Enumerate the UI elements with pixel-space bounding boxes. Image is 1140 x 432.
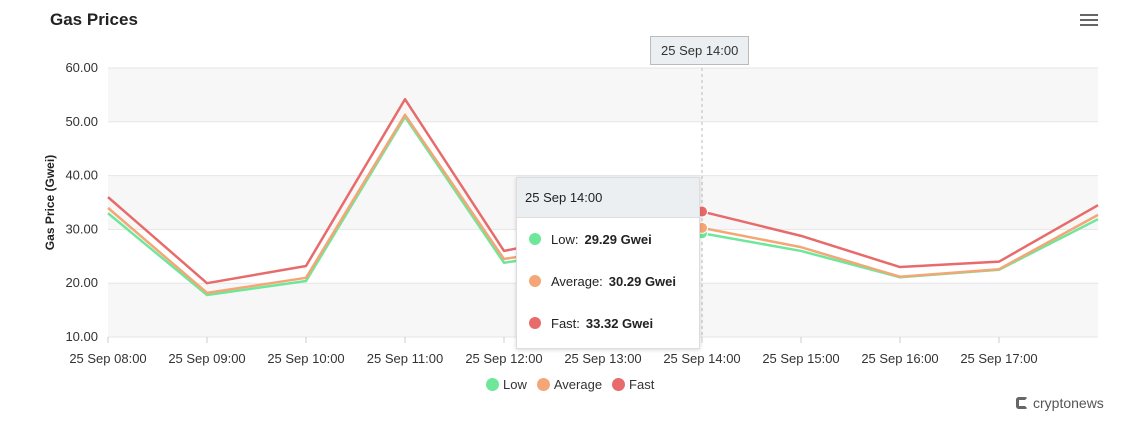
- y-tick-label: 30.00: [65, 221, 98, 236]
- y-tick-label: 20.00: [65, 275, 98, 290]
- tooltip-row-fast: Fast: 33.32 Gwei: [517, 302, 699, 344]
- x-tick-label: 25 Sep 13:00: [564, 351, 641, 366]
- fast-dot-icon: [529, 317, 541, 329]
- x-tick-label: 25 Sep 15:00: [762, 351, 839, 366]
- y-tick-label: 50.00: [65, 114, 98, 129]
- tooltip-header: 25 Sep 14:00: [517, 178, 699, 218]
- legend-item-average[interactable]: Average: [536, 377, 603, 392]
- x-tick-label: 25 Sep 08:00: [69, 351, 146, 366]
- x-tick-label: 25 Sep 17:00: [960, 351, 1037, 366]
- y-tick-label: 10.00: [65, 329, 98, 344]
- x-tick-label: 25 Sep 14:00: [663, 351, 740, 366]
- x-tick-label: 25 Sep 11:00: [367, 351, 443, 366]
- tooltip-row-average: Average: 30.29 Gwei: [517, 260, 699, 302]
- y-axis-label: Gas Price (Gwei): [43, 155, 57, 250]
- x-tick-label: 25 Sep 16:00: [861, 351, 938, 366]
- tooltip-label: Low:: [551, 231, 579, 247]
- tooltip-label: Fast:: [551, 315, 580, 331]
- tooltip: 25 Sep 14:00 Low: 29.29 Gwei Average: 30.2…: [516, 177, 700, 349]
- average-dot-icon: [529, 275, 541, 287]
- fast-dot-icon: [612, 378, 626, 391]
- legend-label: Low: [503, 377, 527, 392]
- tooltip-value: 29.29 Gwei: [584, 231, 652, 247]
- hamburger-icon[interactable]: [1080, 14, 1098, 28]
- legend-label: Fast: [629, 377, 655, 392]
- legend-item-low[interactable]: Low: [486, 377, 527, 392]
- y-tick-label: 40.00: [65, 168, 98, 183]
- y-tick-label: 60.00: [65, 60, 98, 75]
- brand-logo: cryptonews: [1016, 395, 1104, 411]
- x-tick-label: 25 Sep 10:00: [267, 351, 344, 366]
- tooltip-value: 33.32 Gwei: [585, 315, 654, 331]
- cryptonews-logo-icon: [1016, 397, 1028, 409]
- brand-name: cryptonews: [1033, 395, 1104, 411]
- crosshair-x-label: 25 Sep 14:00: [650, 36, 750, 65]
- x-tick-label: 25 Sep 09:00: [168, 351, 245, 366]
- legend: Low Average Fast: [486, 377, 654, 392]
- average-dot-icon: [536, 378, 550, 391]
- tooltip-value: 30.29 Gwei: [608, 273, 677, 289]
- low-dot-icon: [529, 233, 541, 245]
- grid-band: [108, 68, 1098, 122]
- tooltip-label: Average:: [551, 273, 603, 289]
- legend-label: Average: [553, 377, 603, 392]
- legend-item-fast[interactable]: Fast: [612, 377, 654, 392]
- x-tick-label: 25 Sep 12:00: [465, 351, 542, 366]
- low-dot-icon: [486, 378, 499, 391]
- chart-title: Gas Prices: [50, 10, 138, 29]
- tooltip-row-low: Low: 29.29 Gwei: [517, 218, 699, 260]
